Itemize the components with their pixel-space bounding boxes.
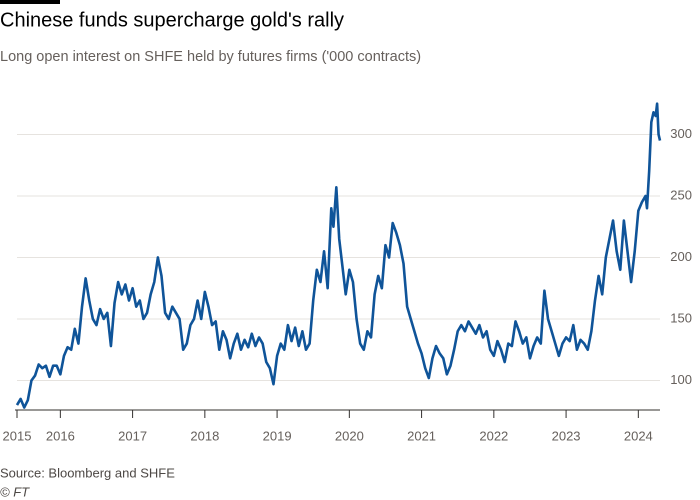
y-tick-label: 200 bbox=[670, 249, 692, 264]
plot-area: 100 150 200 250 300 2015 2016 2017 2018 2019 2020 2… bbox=[3, 102, 692, 443]
source: Source: Bloomberg and SHFE bbox=[0, 465, 175, 480]
chart-title: Chinese funds supercharge gold's rally bbox=[0, 9, 344, 31]
y-tick-label: 300 bbox=[670, 126, 692, 141]
x-tick-label: 2021 bbox=[407, 428, 436, 443]
x-tick-label: 2023 bbox=[552, 428, 581, 443]
y-tick-label: 150 bbox=[670, 310, 692, 325]
x-tick-label: 2018 bbox=[190, 428, 219, 443]
brand-bar bbox=[0, 0, 60, 4]
x-tick-label: 2020 bbox=[335, 428, 364, 443]
credit: © FT bbox=[0, 484, 30, 499]
x-tick-label: 2017 bbox=[118, 428, 147, 443]
x-tick-label: 2022 bbox=[479, 428, 508, 443]
x-tick-label: 2019 bbox=[263, 428, 292, 443]
chart-subtitle: Long open interest on SHFE held by futur… bbox=[0, 49, 421, 65]
y-tick-label: 100 bbox=[670, 372, 692, 387]
y-tick-label: 250 bbox=[670, 187, 692, 202]
data-line bbox=[15, 102, 662, 409]
x-tick-label: 2015 bbox=[3, 428, 32, 443]
x-tick-label: 2024 bbox=[624, 428, 653, 443]
x-tick-label: 2016 bbox=[46, 428, 75, 443]
